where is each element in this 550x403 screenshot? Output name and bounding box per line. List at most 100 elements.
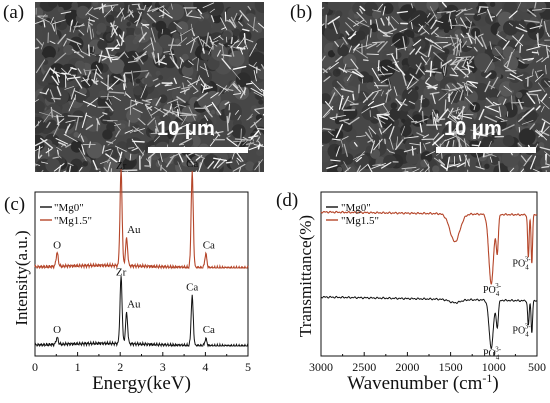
sem-flake [325, 14, 327, 29]
sem-flake [161, 28, 164, 35]
sem-flake [64, 123, 71, 134]
sem-flake [340, 140, 344, 148]
sem-flake [89, 24, 93, 40]
sem-flake [335, 113, 338, 119]
sem-flake [361, 107, 371, 114]
sem-flake [425, 141, 431, 145]
sem-flake [146, 13, 157, 23]
sem-flake [35, 163, 41, 166]
sem-pore [181, 65, 194, 77]
sem-pore [113, 40, 126, 53]
sem-pore [158, 94, 168, 104]
sem-flake [78, 147, 87, 162]
sem-pore [450, 151, 461, 162]
sem-flake [334, 40, 339, 47]
sem-flake [455, 9, 461, 13]
sem-flake [397, 98, 407, 111]
sem-flake [187, 79, 201, 87]
sem-flake [536, 129, 548, 141]
sem-flake [477, 33, 484, 37]
sem-flake [380, 17, 385, 26]
sem-flake [473, 104, 476, 111]
sem-flake [525, 75, 534, 79]
peak-annotation: Ca [203, 324, 215, 336]
sem-flake [179, 88, 190, 94]
sem-flake [199, 14, 204, 19]
sem-pore [97, 39, 108, 50]
sem-flake [462, 81, 477, 88]
sem-flake [432, 132, 440, 141]
sem-pore [396, 162, 401, 168]
sem-pore [35, 7, 44, 18]
peak-annotation: PO43- [512, 323, 531, 339]
sem-flake [546, 32, 550, 37]
sem-flake [363, 92, 368, 101]
sem-pore [74, 60, 86, 71]
sem-flake [346, 99, 357, 105]
sem-flake [498, 160, 501, 172]
sem-flake [322, 127, 332, 130]
sem-flake [63, 133, 78, 142]
sem-flake [49, 40, 56, 44]
sem-flake [342, 36, 348, 45]
sem-flake [213, 35, 221, 40]
sem-flake [196, 92, 208, 102]
sem-flake [88, 18, 96, 22]
sem-flake [335, 123, 343, 138]
sem-pore [446, 53, 460, 67]
sem-flake [124, 129, 134, 134]
sem-flake [541, 118, 550, 125]
sem-flake [322, 55, 326, 62]
sem-flake [202, 83, 206, 94]
sem-flake [455, 56, 472, 59]
sem-pore [86, 142, 104, 159]
sem-flake [478, 6, 481, 13]
sem-flake [480, 36, 487, 50]
sem-pore [135, 78, 141, 84]
sem-flake [99, 37, 105, 41]
scale-bar-b [436, 147, 536, 153]
sem-flake [73, 75, 83, 89]
sem-flake [350, 58, 359, 70]
sem-flake [397, 100, 408, 107]
sem-flake [543, 21, 547, 33]
panel-c-letter: (c) [4, 194, 25, 215]
sem-flake [159, 9, 173, 19]
sem-flake [116, 39, 121, 47]
sem-flake [518, 23, 525, 29]
sem-flake [167, 98, 179, 104]
sem-pore [327, 22, 335, 30]
sem-flake [485, 72, 492, 79]
sem-flake [371, 163, 386, 169]
sem-flake [224, 101, 230, 106]
sem-flake [477, 11, 487, 16]
sem-flake [394, 63, 406, 76]
sem-pore [255, 38, 264, 52]
sem-flake [76, 43, 83, 53]
sem-flake [258, 140, 263, 148]
sem-flake [352, 153, 365, 160]
sem-flake [396, 10, 409, 14]
sem-flake [419, 123, 423, 133]
sem-pore [380, 50, 393, 62]
sem-flake [540, 105, 545, 113]
sem-flake [324, 101, 334, 111]
sem-pore [151, 22, 156, 28]
sem-flake [110, 22, 118, 36]
x-tick-label: 0 [32, 360, 38, 374]
sem-flake [434, 42, 449, 44]
sem-pore [537, 169, 543, 172]
sem-flake [65, 143, 72, 148]
sem-flake [134, 128, 146, 132]
sem-flake [472, 122, 483, 134]
sem-flake [343, 143, 348, 157]
sem-flake [395, 136, 398, 150]
sem-pore [119, 18, 130, 29]
sem-flake [540, 121, 546, 133]
sem-pore [491, 133, 498, 140]
sem-flake [501, 124, 515, 132]
sem-flake [110, 54, 121, 58]
sem-flake [72, 21, 78, 33]
sem-flake [467, 60, 472, 65]
sem-flake [433, 157, 445, 166]
